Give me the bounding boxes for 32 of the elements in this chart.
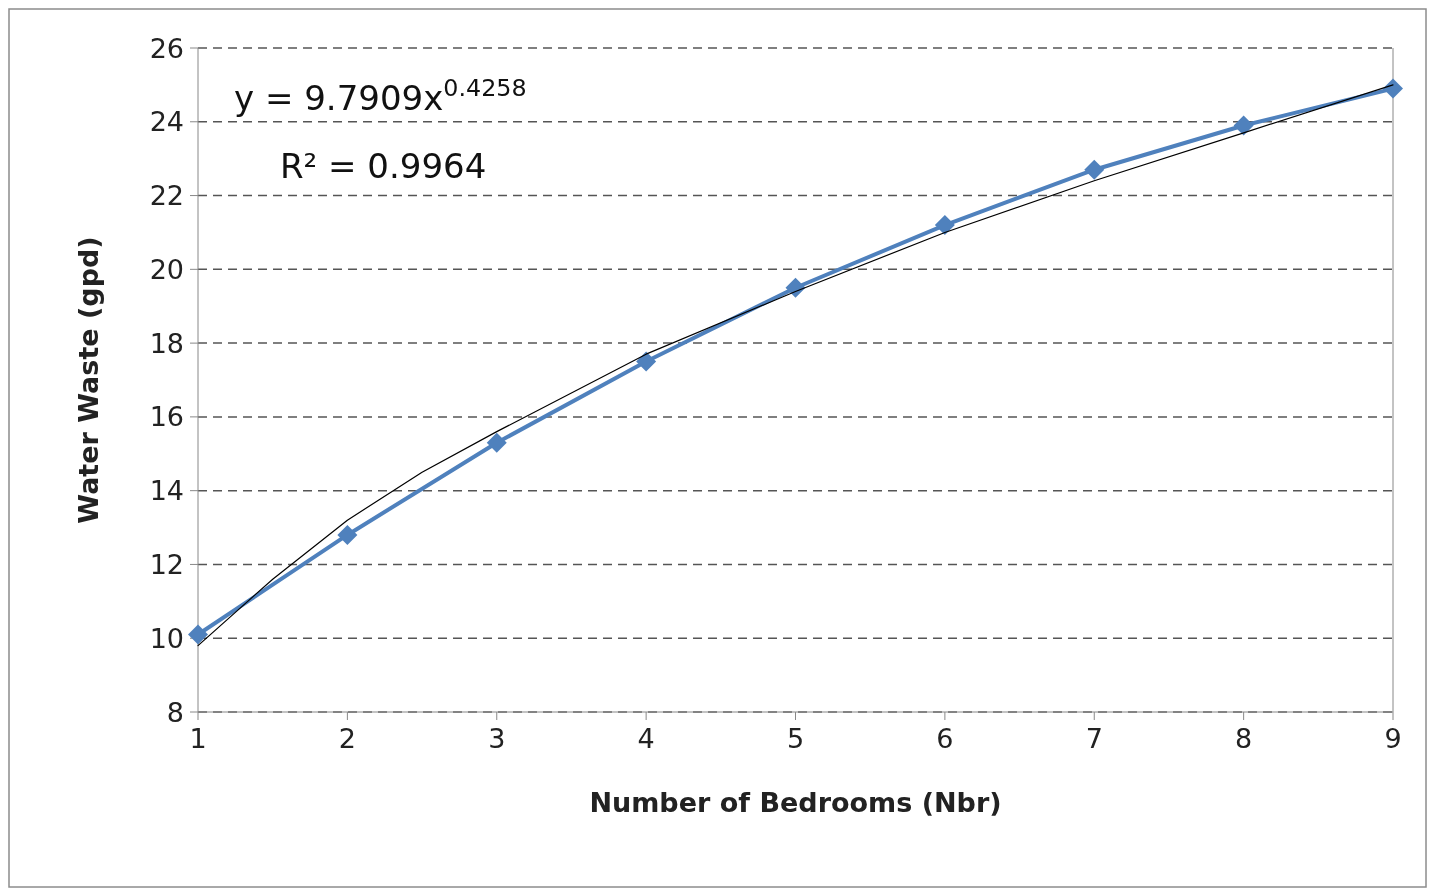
y-axis-title: Water Waste (gpd) [73, 236, 104, 524]
point [785, 277, 806, 298]
point [1084, 159, 1105, 180]
annotation: y = 9.7909x$^{0.4258}$ [234, 74, 527, 118]
y-tick-label: 14 [149, 475, 184, 507]
y-tick-label: 22 [149, 180, 184, 212]
x-tick-label: 4 [637, 723, 655, 754]
y-tick-label: 16 [149, 401, 184, 433]
y-tick-label: 12 [149, 548, 184, 580]
point [636, 351, 657, 372]
x-tick-label: 7 [1085, 723, 1103, 754]
y-tick-label: 24 [149, 106, 184, 138]
x-tick-label: 6 [936, 723, 954, 754]
y-tick-label: 20 [149, 253, 184, 285]
point [188, 624, 208, 645]
point [1233, 115, 1254, 136]
point [337, 524, 358, 545]
x-tick-label: 1 [189, 723, 207, 754]
point [934, 215, 955, 236]
x-tick-label: 8 [1235, 723, 1253, 754]
y-tick-label: 26 [149, 32, 184, 64]
x-tick-label: 3 [488, 723, 506, 754]
x-tick-label: 5 [786, 723, 805, 754]
x-tick-label: 9 [1384, 723, 1402, 754]
y-tick-label: 10 [149, 622, 184, 654]
point [486, 432, 507, 453]
y-tick-label: 18 [149, 327, 184, 359]
y-tick-label: 8 [166, 696, 184, 728]
x-axis-title: Number of Bedrooms (Nbr) [589, 787, 1002, 818]
annotation: R² = 0.9964 [280, 146, 487, 186]
x-tick-label: 2 [338, 723, 356, 754]
point [1383, 78, 1403, 99]
